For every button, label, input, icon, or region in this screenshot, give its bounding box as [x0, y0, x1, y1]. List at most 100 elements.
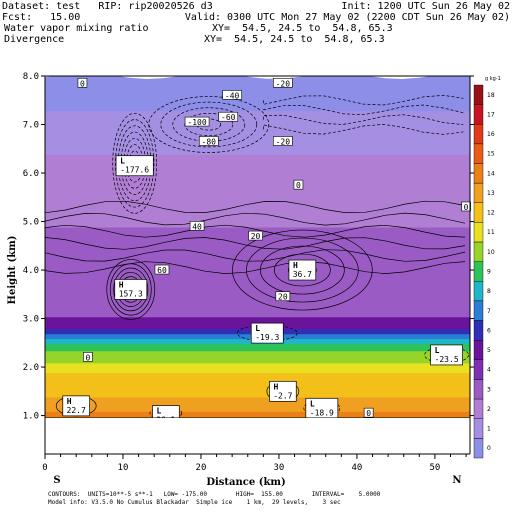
- contour-label-12: 20: [275, 291, 291, 302]
- contour-label-box: [198, 136, 219, 146]
- contour-line-23: [160, 101, 258, 148]
- contour-line-1: [273, 253, 331, 287]
- extreme-box: [250, 322, 284, 344]
- y-tick-label: 6.0: [23, 169, 39, 179]
- x-tick-label: 20: [196, 463, 207, 473]
- contour-line-40: [45, 224, 466, 238]
- extreme-kind: L: [310, 399, 315, 408]
- contour-labels: 0 -20 -40 -60 -100 -80 -20 0 0 40 20 60 20 0 0: [77, 77, 471, 418]
- north-label: N: [452, 475, 461, 486]
- contour-label-box: [363, 407, 374, 418]
- extreme-kind: L: [255, 324, 260, 333]
- colorbar-label: 1: [487, 426, 491, 433]
- contour-label-text: 40: [192, 222, 202, 231]
- colorbar-swatch: [473, 261, 484, 282]
- contour-label-text: 0: [85, 353, 90, 362]
- contour-label-2: -40: [222, 90, 242, 100]
- contour-label-box: [77, 77, 88, 88]
- colorbar-swatch: [473, 300, 484, 321]
- colorbar-swatch: [473, 182, 484, 203]
- colorbar-swatch: [473, 163, 484, 184]
- x-tick-label: 50: [429, 463, 440, 473]
- colorbar-label: 15: [487, 151, 495, 158]
- colorbar-swatch: [473, 438, 484, 459]
- contour-line-44: [262, 94, 464, 106]
- y-tick-label: 8.0: [23, 72, 39, 82]
- colorbar-label: 0: [487, 445, 491, 452]
- contour-label-box: [222, 90, 242, 100]
- contour-label-14: 0: [363, 407, 374, 418]
- contour-label-box: [248, 230, 263, 241]
- extreme-marker-2: H36.7: [288, 259, 317, 281]
- y-tick-label: 3.0: [23, 315, 39, 325]
- contour-label-text: -60: [221, 113, 236, 122]
- y-tick-label: 4.0: [23, 266, 39, 276]
- colorbar-swatch: [473, 222, 484, 243]
- south-label: S: [53, 475, 60, 486]
- contour-label-0: 0: [77, 77, 88, 88]
- y-tick-label: 7.0: [23, 121, 39, 131]
- contour-line-18: [115, 119, 155, 208]
- contour-label-11: 60: [154, 264, 170, 275]
- contour-label-box: [154, 264, 170, 275]
- extreme-marker-0: L-177.6: [115, 155, 154, 177]
- extreme-kind: L: [156, 407, 161, 416]
- contour-label-box: [83, 352, 93, 362]
- colorbar-swatch: [473, 320, 484, 341]
- contour-line-45: [262, 104, 464, 116]
- x-tick-label: 30: [274, 463, 285, 473]
- colorbar-swatch: [473, 379, 484, 400]
- contour-label-text: -100: [187, 118, 206, 127]
- extreme-marker-4: L-23.5: [430, 344, 463, 366]
- footer-model-info: Model info: V3.5.0 No Cumulus Blackadar …: [48, 499, 341, 506]
- x-tick-label: 10: [118, 463, 129, 473]
- header-init: Init: 1200 UTC Sun 26 May 02: [341, 1, 510, 12]
- colorbar-swatch: [473, 418, 484, 439]
- contour-label-box: [461, 201, 471, 212]
- colorbar-label: 7: [487, 308, 491, 315]
- colorbar-swatch: [473, 202, 484, 223]
- contour-line-42: [45, 249, 466, 262]
- contour-label-1: -20: [273, 77, 293, 88]
- extreme-value: 36.7: [293, 270, 312, 279]
- extreme-markers: L-177.6H157.3H36.7L-19.3L-23.5H-2.7L-18.…: [62, 155, 463, 426]
- contour-label-text: 0: [464, 203, 469, 212]
- contour-label-text: -80: [202, 137, 217, 146]
- contour-label-13: 0: [83, 352, 93, 362]
- colorbar-label: 11: [487, 229, 495, 236]
- contour-label-text: -20: [276, 137, 291, 146]
- contour-line-9: [113, 267, 149, 312]
- colorbar-label: 2: [487, 406, 491, 413]
- colorbar-unit: g kg-1: [485, 76, 501, 82]
- extreme-kind: H: [293, 261, 298, 270]
- moisture-layer-12: [45, 102, 470, 155]
- contour-line-4: [231, 229, 373, 311]
- moisture-layer-13: [45, 76, 470, 112]
- footer-contours: CONTOURS: UNITS=10**-5 s**-1 LOW= -175.0…: [48, 491, 381, 498]
- contour-line-43: [45, 261, 466, 274]
- contour-label-box: [184, 116, 210, 127]
- colorbar-swatch: [473, 281, 484, 302]
- extreme-marker-5: H-2.7: [269, 380, 297, 402]
- terrain-blank: [45, 418, 470, 454]
- contour-label-4: -100: [184, 116, 210, 127]
- contour-label-text: 0: [80, 79, 85, 88]
- colorbar-label: 4: [487, 367, 491, 374]
- contour-line-11: [106, 259, 156, 320]
- colorbar-label: 12: [487, 210, 495, 217]
- extreme-box: [430, 344, 463, 366]
- extreme-kind: H: [273, 382, 278, 391]
- colorbar-label: 3: [487, 386, 491, 393]
- contour-line-46: [262, 114, 464, 126]
- y-axis-label: Height (km): [7, 236, 18, 305]
- contour-line-19: [112, 112, 158, 214]
- x-tick-label: 40: [352, 463, 363, 473]
- extreme-value: -19.3: [255, 333, 279, 342]
- extreme-value: -23.5: [435, 355, 459, 364]
- extreme-marker-6: L-18.9: [305, 397, 339, 419]
- contour-label-text: -40: [225, 91, 240, 100]
- contour-line-24: [148, 96, 270, 153]
- colorbar-swatch: [473, 398, 484, 419]
- extreme-marker-3: L-19.3: [250, 322, 284, 344]
